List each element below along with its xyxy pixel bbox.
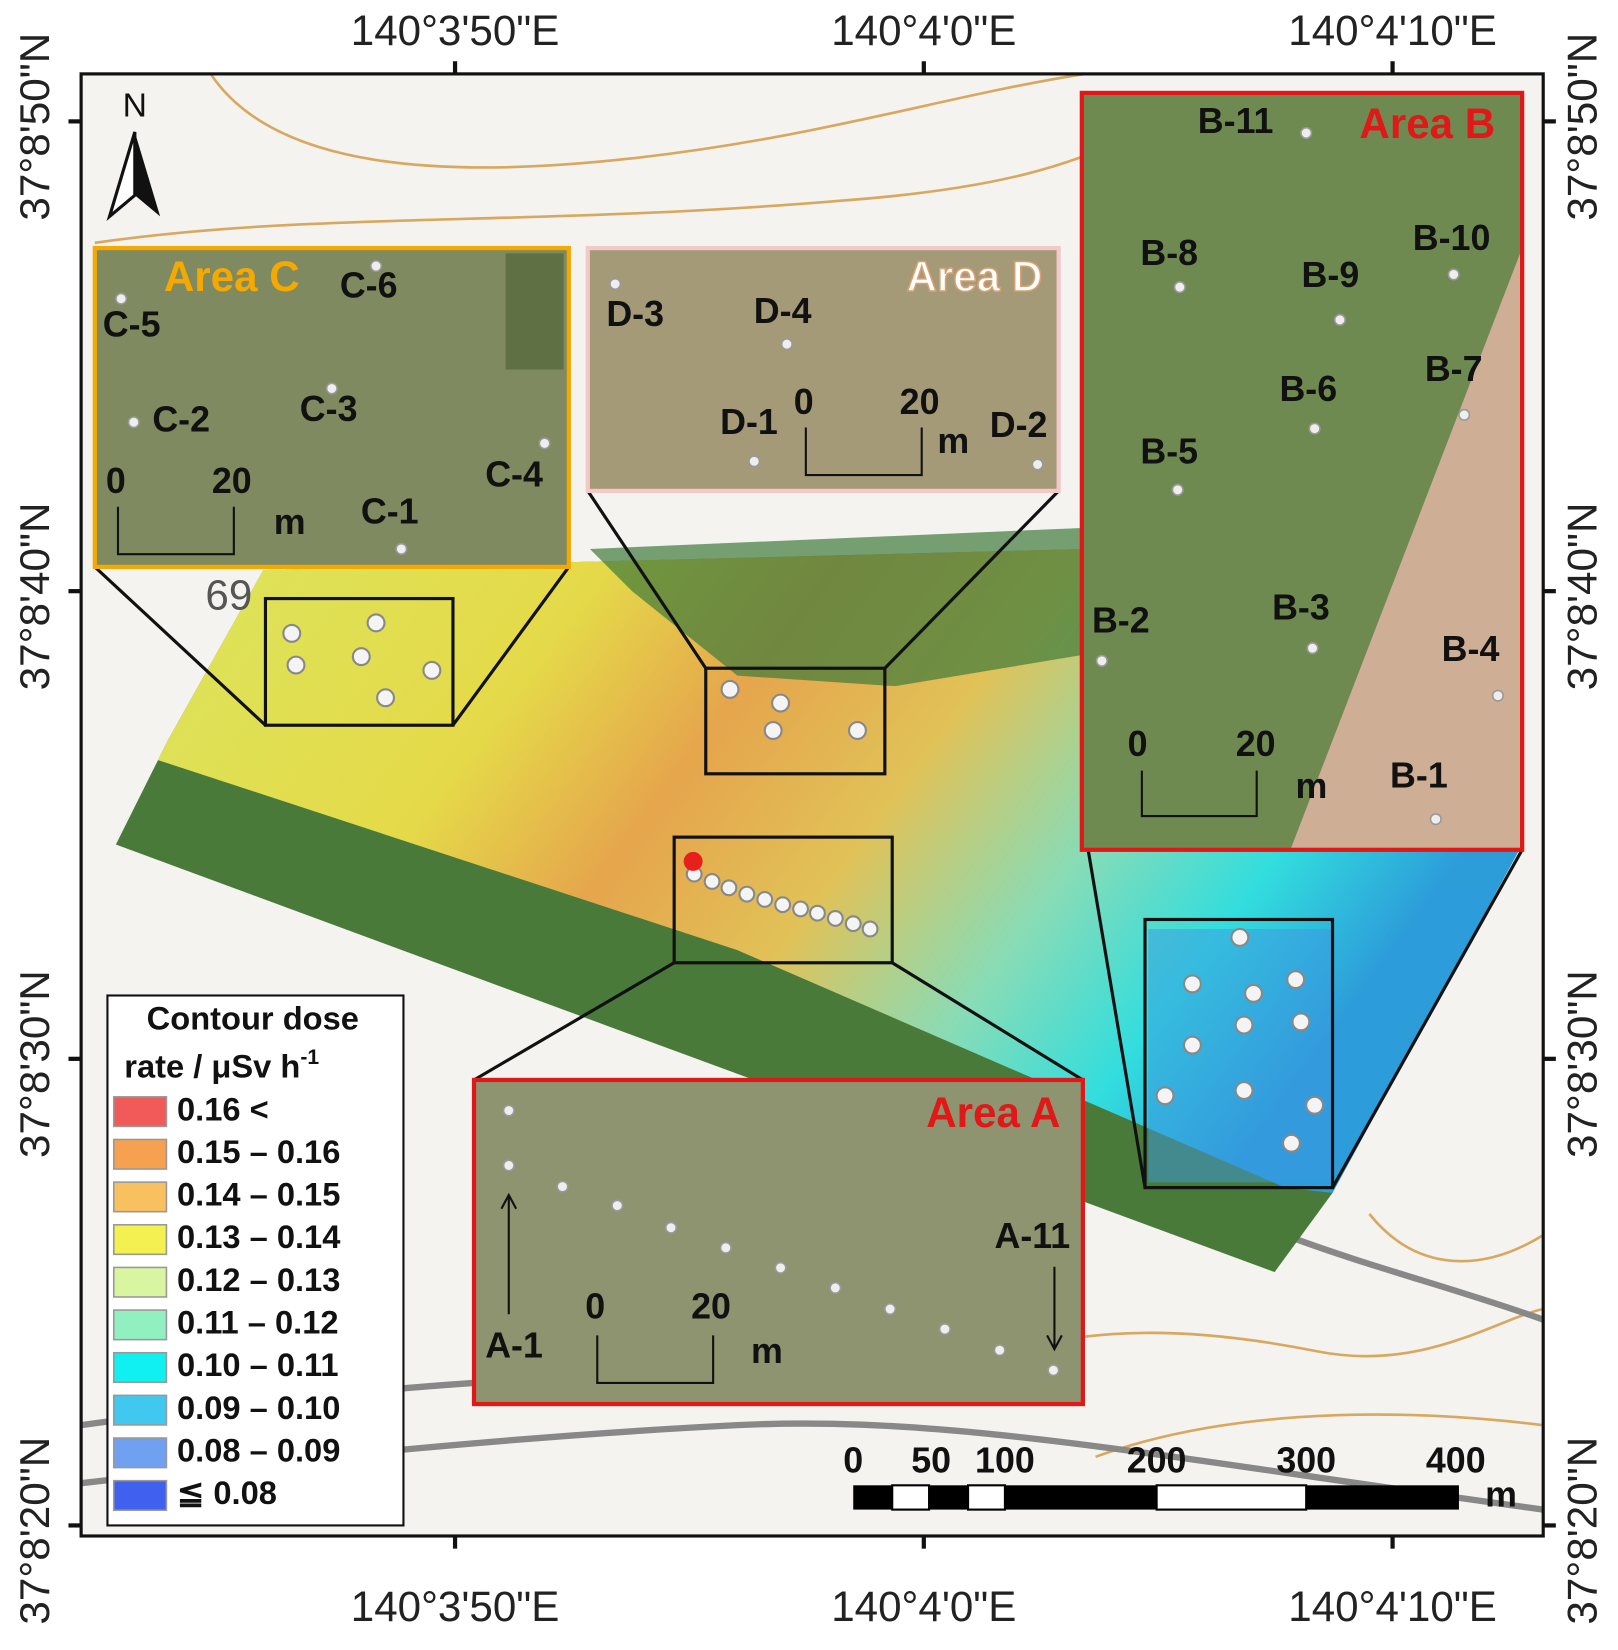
scale-bar-label: 100 bbox=[975, 1441, 1035, 1481]
point-label: B-6 bbox=[1279, 369, 1337, 409]
point-label: C-5 bbox=[103, 305, 161, 345]
legend-title: rate / μSv h bbox=[124, 1047, 300, 1084]
scale-bar-label: 400 bbox=[1426, 1441, 1486, 1481]
longitude-label: 140°3'50"E bbox=[351, 7, 560, 54]
longitude-label: 140°3'50"E bbox=[351, 1583, 560, 1630]
north-label: N bbox=[123, 87, 147, 125]
scale-unit: m bbox=[751, 1331, 783, 1371]
survey-points bbox=[282, 613, 1325, 1153]
latitude-label: 37°8'20"N bbox=[11, 1437, 58, 1625]
legend-label: 0.13 – 0.14 bbox=[177, 1218, 340, 1255]
latitude-label: 37°8'20"N bbox=[1559, 1437, 1606, 1625]
inset-area-d: Area D D-3 D-4 D-1 D-2 0 20 m bbox=[585, 245, 1061, 493]
point-label: D-4 bbox=[754, 291, 812, 331]
point-label: C-4 bbox=[485, 455, 543, 495]
legend-label: 0.16 < bbox=[177, 1090, 269, 1127]
longitude-label: 140°4'0"E bbox=[831, 7, 1016, 54]
longitude-label: 140°4'0"E bbox=[831, 1583, 1016, 1630]
scale-unit: m bbox=[937, 421, 969, 461]
scale-label: 20 bbox=[212, 461, 252, 501]
legend-swatch bbox=[112, 1181, 168, 1213]
point-label: D-2 bbox=[990, 405, 1048, 445]
scale-label: 20 bbox=[900, 382, 940, 422]
legend-label: 0.11 – 0.12 bbox=[177, 1303, 339, 1340]
scale-bar-label: 0 bbox=[843, 1441, 863, 1481]
legend-swatch bbox=[112, 1394, 168, 1426]
legend-label: 0.10 – 0.11 bbox=[177, 1346, 339, 1383]
scale-label: 0 bbox=[794, 382, 814, 422]
legend-label: 0.14 – 0.15 bbox=[177, 1176, 340, 1213]
legend-label: 0.15 – 0.16 bbox=[177, 1133, 340, 1170]
legend-swatch bbox=[112, 1479, 168, 1512]
inset-area-c: Area C C-5 C-6 C-2 C-3 C-4 C-1 0 20 m bbox=[92, 245, 571, 570]
point-label: D-1 bbox=[720, 402, 778, 442]
point-label: C-1 bbox=[361, 492, 419, 532]
latitude-label: 37°8'40"N bbox=[11, 503, 58, 691]
legend-swatch bbox=[112, 1437, 168, 1469]
scale-bar-unit: m bbox=[1485, 1474, 1517, 1514]
point-label: B-7 bbox=[1425, 349, 1483, 389]
point-label: B-8 bbox=[1140, 233, 1198, 273]
scale-bar-label: 300 bbox=[1276, 1441, 1336, 1481]
scale-label: 20 bbox=[691, 1286, 731, 1326]
point-label: D-3 bbox=[606, 294, 664, 334]
scale-unit: m bbox=[274, 502, 306, 542]
latitude-label: 37°8'50"N bbox=[11, 33, 58, 221]
legend-label: ≦ 0.08 bbox=[177, 1474, 277, 1511]
inset-area-b: Area B B-11 B-8 B-10 B-9 B-7 B-6 B-5 B-2… bbox=[1079, 90, 1525, 852]
north-arrow: N bbox=[106, 87, 161, 221]
point-label: B-10 bbox=[1413, 218, 1491, 258]
locator-boxes bbox=[93, 489, 1524, 1190]
scale-bar: 0 50 100 200 300 400 m bbox=[843, 1441, 1517, 1515]
legend-label: 0.08 – 0.09 bbox=[177, 1431, 340, 1468]
latitude-label: 37°8'30"N bbox=[1559, 970, 1606, 1158]
longitude-label: 140°4'10"E bbox=[1288, 7, 1497, 54]
legend-title-sup: -1 bbox=[300, 1045, 319, 1068]
latitude-label: 37°8'40"N bbox=[1559, 503, 1606, 691]
legend-swatch bbox=[112, 1138, 168, 1170]
legend-label: 0.12 – 0.13 bbox=[177, 1261, 340, 1298]
legend-title: rate / μSv h-1 bbox=[124, 1045, 319, 1084]
point-label: B-9 bbox=[1302, 255, 1360, 295]
point-label: A-11 bbox=[994, 1216, 1070, 1256]
point-label: B-2 bbox=[1092, 600, 1150, 640]
longitude-label: 140°4'10"E bbox=[1288, 1583, 1497, 1630]
inset-area-a: Area A A-1 A-11 0 20 m bbox=[471, 1077, 1085, 1407]
point-label: B-3 bbox=[1272, 588, 1330, 628]
scale-label: 0 bbox=[585, 1286, 605, 1326]
graticule-ticks bbox=[68, 61, 1556, 1549]
point-label: C-3 bbox=[300, 389, 358, 429]
legend-swatch bbox=[112, 1096, 168, 1128]
point-label: C-6 bbox=[340, 266, 398, 306]
legend-swatch bbox=[112, 1223, 168, 1256]
inset-title: Area D bbox=[906, 253, 1042, 300]
legend-title: Contour dose bbox=[147, 999, 359, 1036]
scale-bar-label: 200 bbox=[1127, 1441, 1187, 1481]
inset-title: Area B bbox=[1359, 100, 1495, 147]
legend-label: 0.09 – 0.10 bbox=[177, 1389, 340, 1426]
point-label: B-4 bbox=[1442, 629, 1500, 669]
point-label: B-5 bbox=[1140, 431, 1198, 471]
latitude-label: 37°8'30"N bbox=[11, 970, 58, 1158]
scale-unit: m bbox=[1296, 766, 1328, 806]
point-label: B-11 bbox=[1198, 101, 1274, 141]
legend-swatch bbox=[112, 1309, 168, 1341]
inset-title: Area C bbox=[164, 253, 300, 300]
scale-label: 20 bbox=[1236, 724, 1276, 764]
point-label: B-1 bbox=[1390, 755, 1448, 795]
inset-title: Area A bbox=[926, 1089, 1060, 1136]
legend-swatch bbox=[112, 1351, 168, 1384]
map-label: 69 bbox=[205, 572, 252, 619]
map-frame bbox=[79, 72, 1545, 1538]
legend: Contour dose rate / μSv h-1 0.16 < 0.15 –… bbox=[106, 994, 405, 1527]
scale-bar-label: 50 bbox=[911, 1441, 951, 1481]
point-label: C-2 bbox=[152, 400, 210, 440]
latitude-label: 37°8'50"N bbox=[1559, 33, 1606, 221]
scale-label: 0 bbox=[1128, 724, 1148, 764]
legend-swatch bbox=[112, 1266, 168, 1298]
point-label: A-1 bbox=[485, 1326, 543, 1366]
scale-label: 0 bbox=[106, 461, 126, 501]
